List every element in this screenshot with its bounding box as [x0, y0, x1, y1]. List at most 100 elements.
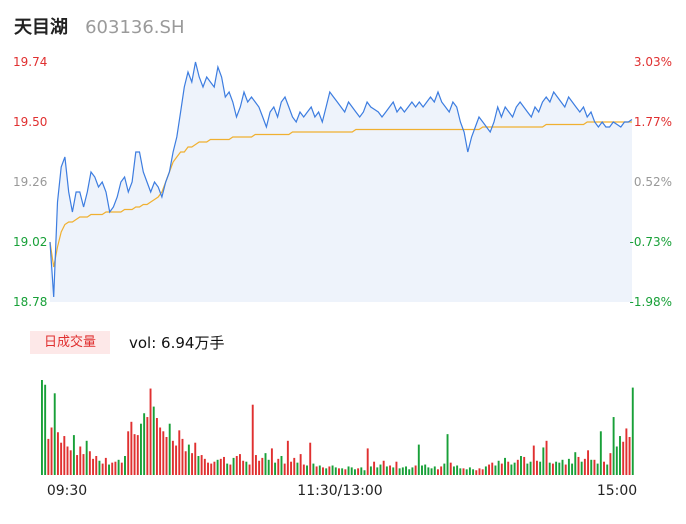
volume-bar: [194, 442, 197, 475]
volume-bar: [108, 464, 110, 475]
volume-bar: [401, 467, 404, 475]
volume-bar: [539, 461, 542, 475]
y-tick-left: 19.26: [13, 175, 47, 189]
volume-bar: [283, 463, 286, 475]
volume-bar: [267, 459, 270, 475]
price-area-fill: [50, 62, 632, 302]
volume-bar: [408, 469, 411, 475]
volume-bar: [270, 448, 273, 475]
volume-bar: [497, 460, 500, 475]
volume-bar: [101, 463, 104, 475]
volume-bar: [625, 428, 628, 475]
volume-bar: [583, 458, 586, 475]
volume-bar: [536, 460, 538, 475]
volume-bar: [437, 469, 439, 475]
volume-bar: [369, 466, 372, 475]
volume-bar: [577, 456, 580, 475]
daily-volume-tab[interactable]: 日成交量: [30, 331, 110, 354]
volume-bar: [344, 469, 347, 475]
volume-bar: [350, 467, 353, 475]
volume-bar: [603, 461, 605, 475]
volume-bar: [606, 464, 609, 475]
volume-bar: [631, 387, 634, 475]
volume-bar: [587, 450, 590, 475]
volume-bar: [171, 440, 174, 475]
volume-bar: [191, 453, 194, 475]
volume-bar: [200, 455, 203, 475]
volume-bar: [363, 470, 366, 475]
volume-bar: [526, 463, 529, 475]
volume-bar: [239, 454, 241, 475]
volume-bar: [133, 434, 136, 475]
volume-bar: [545, 440, 548, 475]
volume-bar: [405, 466, 407, 475]
volume-bar: [168, 423, 171, 475]
volume-bar: [258, 460, 261, 475]
volume-bar: [421, 465, 423, 475]
volume-bar: [232, 457, 235, 475]
volume-bar: [146, 417, 149, 475]
volume-bar: [612, 417, 615, 475]
volume-bar: [312, 463, 315, 475]
volume-bar: [261, 457, 264, 475]
volume-bar: [56, 432, 59, 475]
volume-bar: [468, 467, 471, 475]
volume-bar: [379, 464, 382, 475]
stock-header: 天目湖 603136.SH: [14, 13, 185, 39]
volume-bar: [302, 464, 305, 475]
volume-bar: [433, 466, 436, 475]
volume-bar: [274, 462, 277, 475]
volume-bar: [513, 462, 516, 475]
volume-bar: [615, 446, 618, 475]
average-price-line: [49, 121, 632, 268]
volume-bar: [235, 456, 238, 475]
volume-bar: [532, 445, 535, 475]
volume-bar: [596, 463, 599, 475]
volume-bar: [162, 431, 165, 475]
volume-bar: [414, 465, 417, 475]
volume-bar: [41, 380, 43, 475]
volume-bar: [385, 466, 388, 475]
volume-bar: [338, 468, 340, 475]
volume-bar: [117, 459, 120, 475]
x-tick-label: 15:00: [597, 483, 637, 499]
volume-bar: [590, 459, 593, 475]
volume-bar: [213, 461, 216, 475]
volume-bar: [280, 456, 283, 475]
volume-bar: [299, 454, 302, 475]
volume-bar: [216, 459, 219, 475]
volume-bar: [143, 413, 146, 475]
volume-bar: [248, 464, 251, 475]
volume-bar: [207, 462, 209, 475]
volume-bar: [286, 440, 289, 475]
volume-bar: [219, 458, 222, 475]
volume-bar: [366, 448, 369, 475]
volume-bar: [226, 463, 229, 475]
volume-bar: [459, 468, 462, 475]
x-tick-label: 11:30/13:00: [297, 483, 382, 499]
volume-bar: [500, 463, 503, 475]
volume-bar: [296, 462, 299, 475]
volume-bar: [149, 388, 152, 475]
volume-bar: [593, 459, 596, 475]
volume-bar: [98, 460, 101, 475]
volume-bar: [558, 462, 561, 475]
volume-bar: [347, 466, 350, 475]
volume-bar: [127, 431, 130, 475]
volume-bar: [411, 467, 414, 475]
volume-bar: [392, 467, 395, 475]
volume-bar: [376, 467, 379, 475]
volume-bar: [66, 446, 69, 475]
y-tick-right: 3.03%: [634, 55, 672, 69]
volume-bar: [79, 446, 82, 475]
volume-bar: [159, 427, 162, 475]
y-tick-right: -0.73%: [630, 235, 672, 249]
volume-bar: [318, 465, 321, 475]
volume-bar: [53, 393, 56, 475]
volume-bar: [555, 461, 558, 475]
volume-bar: [60, 442, 63, 475]
volume-bar: [395, 461, 398, 475]
volume-bar: [353, 469, 356, 475]
volume-bar: [124, 456, 126, 475]
